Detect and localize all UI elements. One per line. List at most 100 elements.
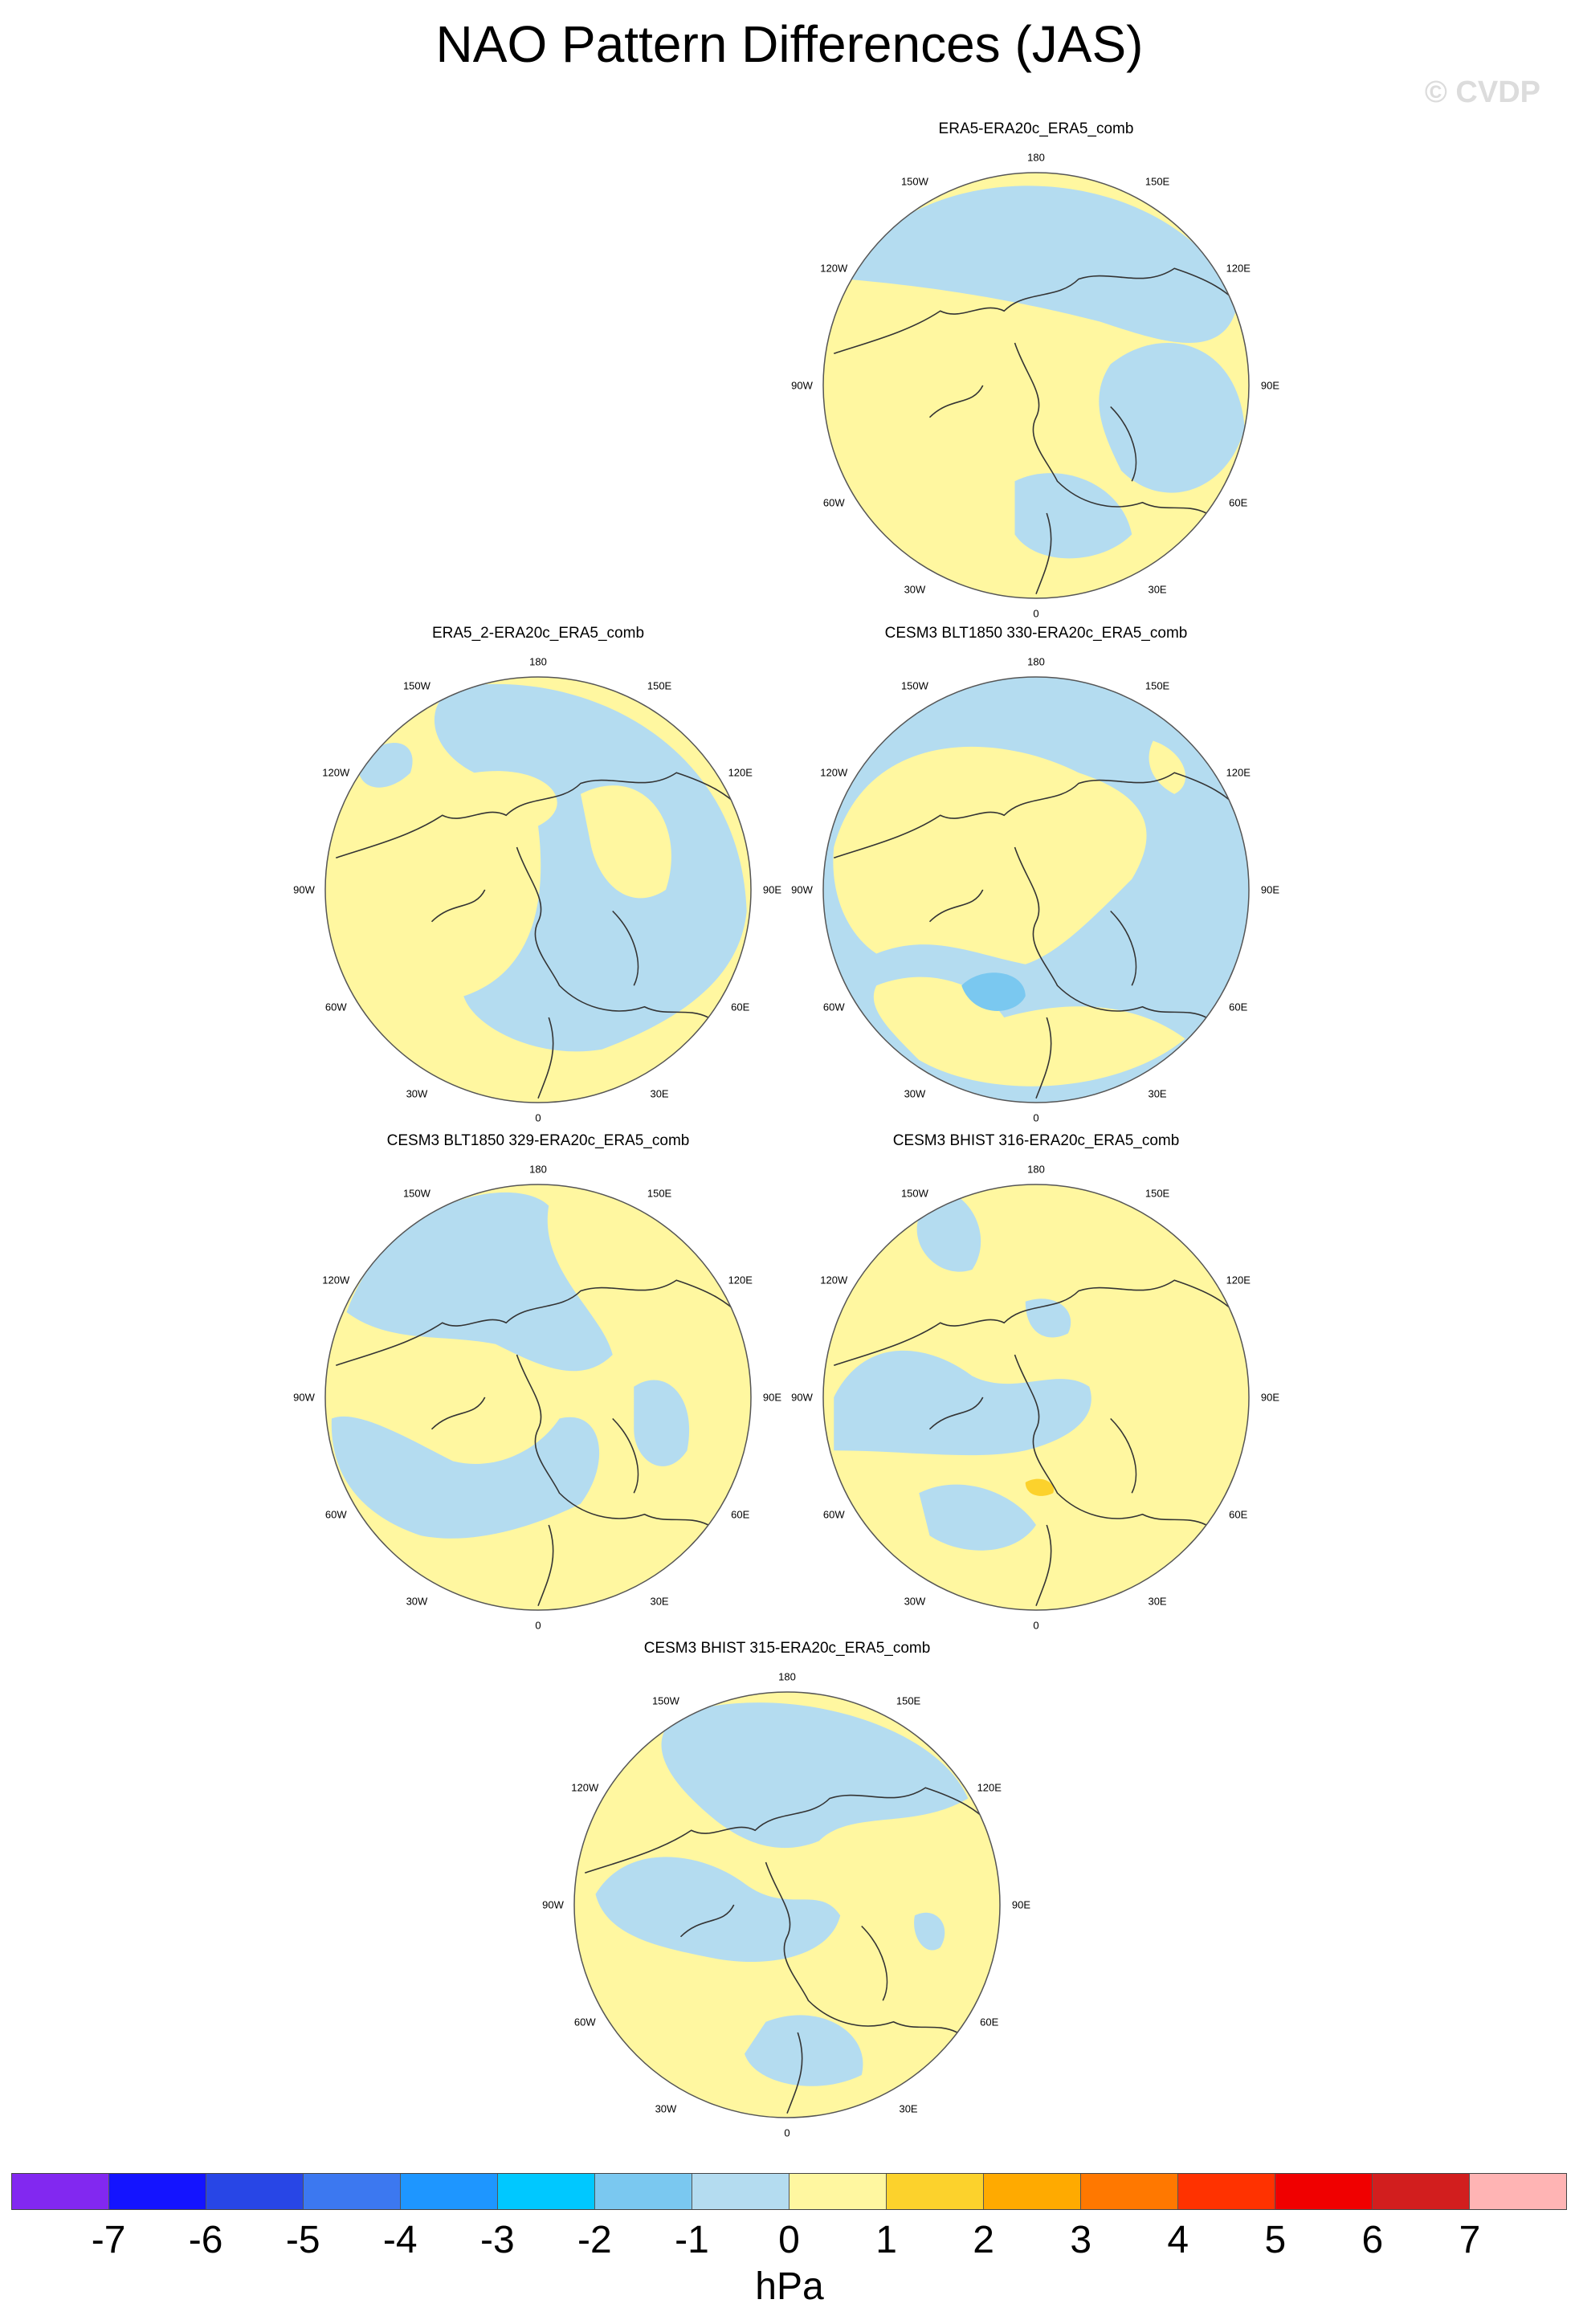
colorbar-cell bbox=[109, 2174, 206, 2209]
contour-region bbox=[634, 1380, 690, 1466]
colorbar-tick-labels: -7 -6 -5 -4 -3 -2 -1 0 1 2 3 4 5 6 7 bbox=[0, 2218, 1579, 2266]
longitude-label: 90E bbox=[762, 1391, 782, 1404]
coastline bbox=[833, 772, 1246, 1099]
colorbar-cell bbox=[790, 2174, 887, 2209]
longitude-label: 180 bbox=[778, 1670, 796, 1683]
longitude-label: 120E bbox=[1226, 1274, 1251, 1286]
panel-title: ERA5-ERA20c_ERA5_comb bbox=[938, 120, 1134, 137]
colorbar-tick-label: -6 bbox=[188, 2219, 223, 2261]
contour-region bbox=[1025, 1478, 1055, 1496]
longitude-label: 150E bbox=[896, 1694, 921, 1707]
longitude-label: 0 bbox=[535, 1619, 541, 1632]
longitude-label: 90W bbox=[791, 379, 813, 392]
contour-region bbox=[914, 1912, 945, 1951]
polar-map bbox=[324, 676, 752, 1103]
longitude-label: 180 bbox=[529, 655, 547, 668]
longitude-label: 90W bbox=[791, 1391, 813, 1404]
longitude-label: 120W bbox=[322, 1274, 350, 1286]
panel-title: CESM3 BLT1850 330-ERA20c_ERA5_comb bbox=[884, 625, 1188, 642]
longitude-label: 120W bbox=[820, 1274, 848, 1286]
longitude-label: 150W bbox=[402, 679, 430, 692]
contour-region bbox=[961, 972, 1026, 1011]
contour-region bbox=[873, 976, 1185, 1087]
contour-region bbox=[581, 785, 671, 899]
colorbar-tick-label: 1 bbox=[875, 2219, 897, 2261]
map-panel: ERA5-ERA20c_ERA5_comb 180 0 90W 90E 150W 150E 1… bbox=[791, 120, 1279, 634]
colorbar-cell bbox=[887, 2174, 984, 2209]
longitude-label: 150E bbox=[1144, 175, 1170, 188]
longitude-label: 180 bbox=[529, 1163, 547, 1176]
colorbar-tick-label: -4 bbox=[382, 2219, 418, 2261]
longitude-label: 180 bbox=[1027, 655, 1045, 668]
longitude-label: 90E bbox=[1260, 379, 1280, 392]
longitude-label: 60W bbox=[573, 2016, 596, 2028]
colorbar-cell bbox=[304, 2174, 401, 2209]
longitude-label: 90E bbox=[1260, 1391, 1280, 1404]
polar-map bbox=[822, 172, 1250, 599]
longitude-label: 30E bbox=[1148, 583, 1167, 596]
longitude-label: 60W bbox=[822, 1001, 845, 1013]
colorbar-cell bbox=[498, 2174, 595, 2209]
longitude-label: 90W bbox=[293, 1391, 315, 1404]
longitude-label: 180 bbox=[1027, 151, 1045, 164]
longitude-label: 90W bbox=[791, 883, 813, 896]
longitude-label: 150W bbox=[402, 1187, 430, 1200]
longitude-label: 0 bbox=[1033, 1619, 1039, 1632]
colorbar-tick-label: 4 bbox=[1167, 2219, 1189, 2261]
longitude-label: 120E bbox=[728, 766, 753, 779]
map-panel: CESM3 BLT1850 329-ERA20c_ERA5_comb 180 0 90… bbox=[293, 1132, 781, 1646]
longitude-label: 30E bbox=[1148, 1087, 1167, 1100]
colorbar-tick-label: -5 bbox=[285, 2219, 320, 2261]
colorbar-tick-label: 2 bbox=[973, 2219, 994, 2261]
colorbar-tick-label: -1 bbox=[675, 2219, 709, 2261]
contour-region bbox=[661, 1702, 969, 1849]
longitude-label: 0 bbox=[1033, 1111, 1039, 1124]
coastline bbox=[584, 1787, 997, 2114]
longitude-label: 120E bbox=[1226, 262, 1251, 275]
map-panel: CESM3 BHIST 316-ERA20c_ERA5_comb 180 0 90W 9… bbox=[791, 1132, 1279, 1646]
polar-map bbox=[573, 1691, 1001, 2118]
longitude-label: 120E bbox=[1226, 766, 1251, 779]
longitude-label: 0 bbox=[535, 1111, 541, 1124]
longitude-label: 90E bbox=[1011, 1898, 1031, 1911]
colorbar-cell bbox=[12, 2174, 109, 2209]
longitude-label: 30W bbox=[904, 1595, 926, 1608]
longitude-label: 120W bbox=[820, 262, 848, 275]
longitude-label: 30E bbox=[650, 1595, 669, 1608]
longitude-label: 90E bbox=[1260, 883, 1280, 896]
longitude-label: 60E bbox=[731, 1508, 750, 1521]
colorbar-cell bbox=[401, 2174, 498, 2209]
longitude-label: 150E bbox=[647, 679, 672, 692]
longitude-label: 60E bbox=[1229, 1001, 1248, 1013]
watermark: © CVDP bbox=[1424, 75, 1540, 109]
colorbar-tick-label: 3 bbox=[1070, 2219, 1092, 2261]
map-border bbox=[324, 676, 752, 1103]
longitude-label: 60W bbox=[822, 1508, 845, 1521]
longitude-label: 30E bbox=[650, 1087, 669, 1100]
colorbar-cell bbox=[1470, 2174, 1566, 2209]
contour-region bbox=[920, 202, 970, 234]
map-panel: CESM3 BLT1850 330-ERA20c_ERA5_comb 180 0 90… bbox=[791, 625, 1279, 1139]
coastline bbox=[335, 1279, 748, 1606]
colorbar-tick-label: 6 bbox=[1361, 2219, 1384, 2261]
longitude-label: 150W bbox=[900, 1187, 928, 1200]
map-border bbox=[822, 172, 1250, 599]
contour-region bbox=[595, 1857, 841, 1963]
panel-title: CESM3 BHIST 315-ERA20c_ERA5_comb bbox=[643, 1640, 931, 1657]
longitude-label: 30E bbox=[1148, 1595, 1167, 1608]
colorbar-cell bbox=[1275, 2174, 1373, 2209]
longitude-label: 90E bbox=[762, 883, 782, 896]
longitude-label: 90W bbox=[293, 883, 315, 896]
longitude-label: 60W bbox=[324, 1001, 347, 1013]
longitude-label: 120W bbox=[571, 1781, 599, 1794]
colorbar-tick-label: -7 bbox=[91, 2219, 126, 2261]
longitude-label: 60E bbox=[1229, 1508, 1248, 1521]
polar-map bbox=[324, 1184, 752, 1611]
colorbar bbox=[11, 2173, 1567, 2210]
map-border bbox=[573, 1691, 1001, 2118]
longitude-label: 150W bbox=[900, 175, 928, 188]
coastline bbox=[335, 772, 748, 1099]
contour-region bbox=[331, 1416, 600, 1539]
longitude-label: 0 bbox=[784, 2126, 790, 2139]
longitude-label: 30W bbox=[406, 1087, 428, 1100]
